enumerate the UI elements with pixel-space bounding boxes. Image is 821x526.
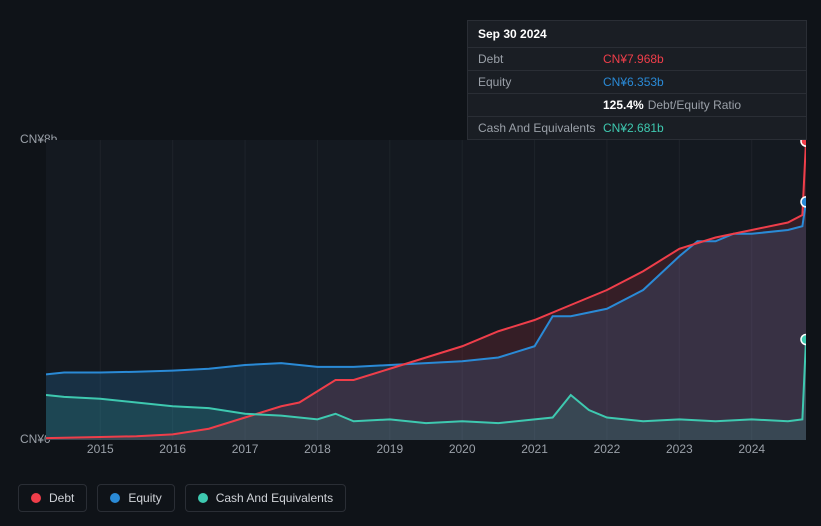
chart-plot [46,140,806,440]
x-axis-label: 2019 [376,442,403,456]
tooltip-row: EquityCN¥6.353b [468,71,806,94]
tooltip-date: Sep 30 2024 [468,21,806,48]
x-axis-label: 2021 [521,442,548,456]
tooltip-ratio: 125.4%Debt/Equity Ratio [603,98,741,112]
marker-cash-and-equivalents [801,335,806,345]
x-axis-label: 2024 [738,442,765,456]
x-axis-label: 2023 [666,442,693,456]
tooltip-label: Debt [478,52,603,66]
x-axis-label: 2022 [594,442,621,456]
marker-equity [801,197,806,207]
legend-item-equity[interactable]: Equity [97,484,174,512]
tooltip-value: CN¥6.353b [603,75,664,89]
legend-item-debt[interactable]: Debt [18,484,87,512]
legend-label: Debt [49,491,74,505]
tooltip-label [478,98,603,112]
x-axis-label: 2016 [159,442,186,456]
legend-swatch-icon [110,493,120,503]
tooltip-label: Equity [478,75,603,89]
x-axis-label: 2020 [449,442,476,456]
x-axis: 2015 2016 2017 2018 2019 2020 2021 2022 2023 2024 [46,442,806,462]
tooltip-row: 125.4%Debt/Equity Ratio [468,94,806,117]
chart-tooltip: Sep 30 2024 DebtCN¥7.968bEquityCN¥6.353b… [467,20,807,140]
chart-legend: Debt Equity Cash And Equivalents [18,484,346,512]
legend-swatch-icon [198,493,208,503]
legend-item-cash-and-equivalents[interactable]: Cash And Equivalents [185,484,346,512]
tooltip-label: Cash And Equivalents [478,121,603,135]
x-axis-label: 2015 [87,442,114,456]
legend-label: Equity [128,491,161,505]
legend-label: Cash And Equivalents [216,491,333,505]
tooltip-row: DebtCN¥7.968b [468,48,806,71]
x-axis-label: 2018 [304,442,331,456]
financials-chart[interactable]: CN¥8bCN¥0 201520162017201820192020202120… [16,120,806,470]
tooltip-value: CN¥2.681b [603,121,664,135]
legend-swatch-icon [31,493,41,503]
x-axis-label: 2017 [232,442,259,456]
tooltip-row: Cash And EquivalentsCN¥2.681b [468,117,806,139]
tooltip-value: CN¥7.968b [603,52,664,66]
